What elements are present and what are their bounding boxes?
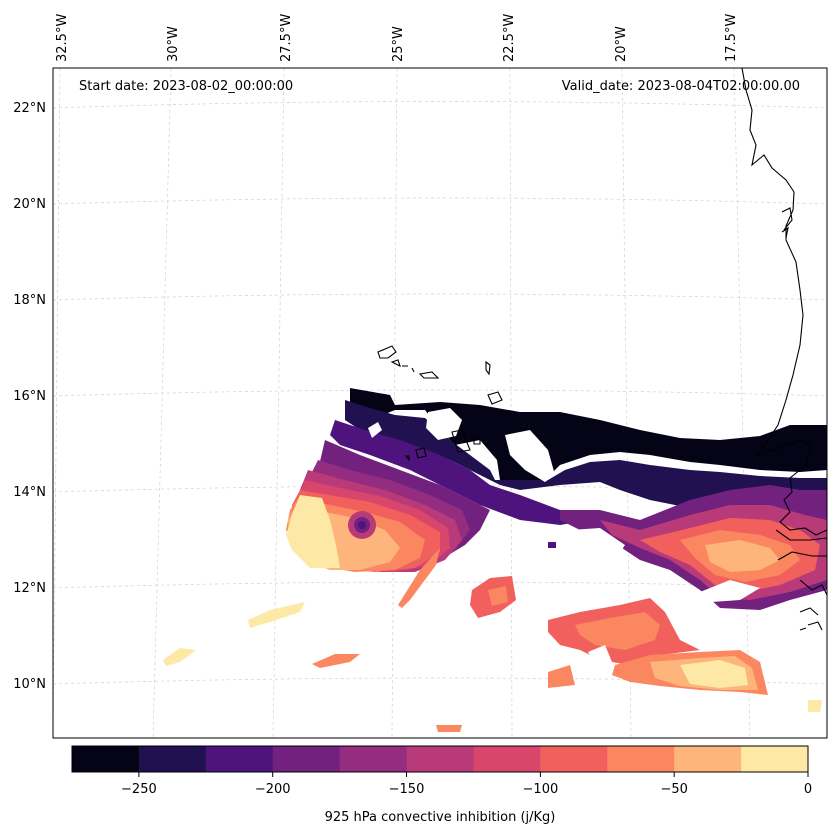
cape-verde-santiago [451, 429, 471, 453]
colorbar-ticks [138, 772, 809, 777]
cin-gap-east-b [700, 580, 760, 602]
cape-verde-sao-vicente [390, 359, 401, 368]
lon-label: 27.5°W [279, 14, 294, 62]
colorbar-cell [205, 746, 274, 772]
lat-label: 10°N [13, 677, 46, 692]
cin-band-250 [350, 388, 827, 480]
lat-label: 18°N [13, 293, 46, 308]
lon-label: 30°W [166, 26, 181, 62]
lat-label: 22°N [13, 101, 46, 116]
cin-gap-east-c [588, 645, 612, 666]
cin-east-band-e [705, 540, 780, 572]
cin-patch-west-b [163, 648, 196, 666]
cape-verde-santa-luzia [402, 365, 415, 373]
cin-band-0 [286, 495, 340, 568]
longitude-labels: 32.5°W 30°W 27.5°W 25°W 22.5°W 20°W 17.5… [55, 14, 739, 62]
colorbar: −250 −200 −150 −100 −50 0 925 hPa convec… [71, 745, 812, 825]
cape-verde-sao-nicolau [418, 371, 440, 379]
cin-gap-small [368, 422, 382, 438]
cin-patch-south-g [680, 660, 748, 688]
colorbar-cell [741, 746, 809, 772]
cin-patch-south-h [548, 665, 575, 688]
coastlines [377, 67, 828, 631]
cin-patch-small-c [548, 542, 556, 548]
cape-verde-maio [473, 435, 481, 445]
colorbar-cells [72, 746, 809, 772]
colorbar-cell [540, 746, 608, 772]
cin-gap-east-a [570, 528, 625, 560]
colorbar-cell [607, 746, 675, 772]
cin-patch-west-d [398, 548, 440, 608]
latitude-labels: 22°N 20°N 18°N 16°N 14°N 12°N 10°N [13, 101, 46, 692]
cape-verde-boa-vista [487, 391, 503, 405]
map-frame [52, 67, 828, 739]
lon-label: 22.5°W [502, 14, 517, 62]
cin-patch-south-d [575, 612, 660, 650]
cape-verde-brava [404, 455, 410, 462]
cin-gap-strait [505, 430, 555, 482]
coastal-islets [799, 607, 823, 631]
lat-label: 16°N [13, 389, 46, 404]
colorbar-cell [138, 746, 207, 772]
lat-label: 14°N [13, 485, 46, 500]
colorbar-tick-label: −200 [255, 782, 291, 797]
cape-verde-fogo [415, 447, 427, 459]
colorbar-cell [406, 746, 474, 772]
lat-label: 12°N [13, 581, 46, 596]
colorbar-cell [272, 746, 341, 772]
colorbar-label: 925 hPa convective inhibition (j/Kg) [325, 810, 556, 825]
lon-label: 17.5°W [724, 14, 739, 62]
cin-core-center [358, 521, 366, 529]
africa-coastline [741, 67, 828, 536]
colorbar-outline [71, 745, 809, 773]
lat-label: 20°N [13, 197, 46, 212]
cape-verde-sal [485, 360, 491, 376]
bijagos-coastline [799, 579, 828, 596]
colorbar-cell [473, 746, 541, 772]
guinea-bissau-coastline [777, 551, 827, 561]
lon-label: 20°W [614, 26, 629, 62]
colorbar-cell [674, 746, 742, 772]
cin-patch-west-c [312, 654, 360, 668]
colorbar-tick-label: −150 [389, 782, 425, 797]
cin-contour-field [163, 388, 827, 732]
gambia-coastline [775, 529, 828, 541]
colorbar-tick-label: −250 [121, 782, 157, 797]
cape-verde-santo-antao [377, 345, 397, 359]
colorbar-tick-label: −50 [660, 782, 687, 797]
colorbar-tick-label: 0 [804, 782, 812, 797]
lon-label: 32.5°W [55, 14, 70, 62]
valid-date-label: Valid_date: 2023-08-04T02:00:00.00 [562, 79, 800, 94]
colorbar-cell [339, 746, 408, 772]
colorbar-tick-label: −100 [523, 782, 559, 797]
cin-patch-south-b [488, 586, 508, 606]
cin-patch-small-a [436, 725, 462, 732]
start-date-label: Start date: 2023-08-02_00:00:00 [79, 79, 293, 94]
colorbar-cell [72, 746, 140, 772]
lon-label: 25°W [391, 26, 406, 62]
cin-patch-small-b [808, 700, 822, 712]
canary-islands [781, 207, 793, 239]
cin-patch-west-a [248, 602, 305, 628]
